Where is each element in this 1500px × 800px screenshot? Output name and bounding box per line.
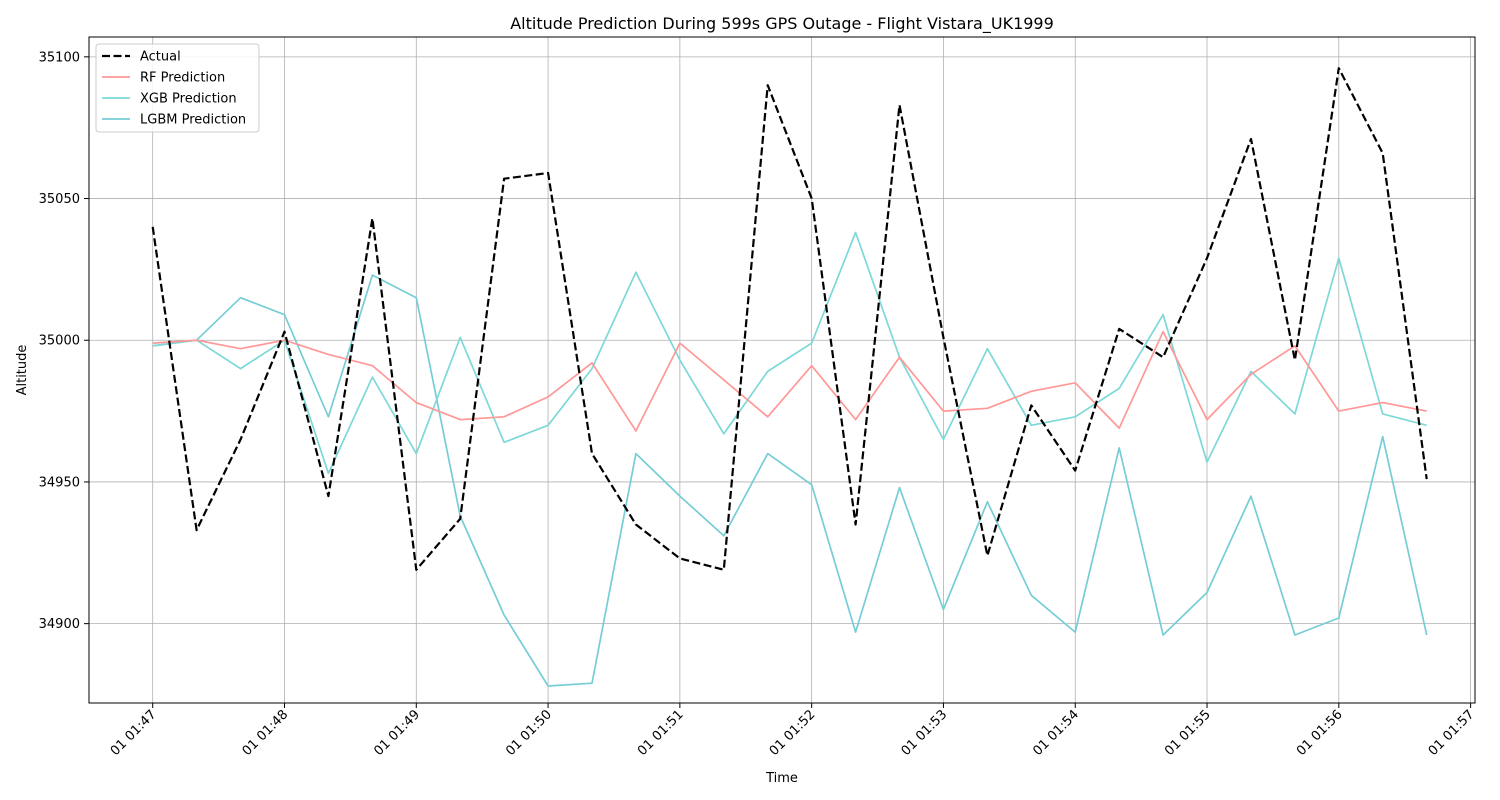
x-tick-label: 01 01:52: [767, 707, 819, 759]
x-tick-label: 01 01:49: [371, 707, 423, 759]
legend-label: Actual: [140, 50, 181, 65]
series-line-xgb-prediction: [152, 231, 1427, 475]
y-tick-label: 35100: [39, 50, 80, 65]
x-tick-label: 01 01:55: [1162, 707, 1214, 759]
x-tick-label: 01 01:54: [1030, 707, 1082, 759]
y-tick-label: 35050: [39, 192, 80, 207]
y-tick-label: 34900: [39, 617, 80, 632]
x-tick-label: 01 01:57: [1426, 707, 1478, 759]
x-tick-label: 01 01:48: [240, 707, 292, 759]
x-tick-label: 01 01:56: [1294, 707, 1346, 759]
chart-title: Altitude Prediction During 599s GPS Outa…: [510, 14, 1054, 34]
y-tick-label: 35000: [39, 334, 80, 349]
x-tick-label: 01 01:53: [899, 707, 951, 759]
x-tick-label: 01 01:50: [503, 707, 555, 759]
legend-label: XGB Prediction: [140, 92, 237, 107]
grid: [89, 37, 1475, 703]
legend-label: RF Prediction: [140, 71, 225, 86]
y-axis-label: Altitude: [15, 345, 30, 396]
x-tick-label: 01 01:47: [108, 707, 160, 759]
y-tick-label: 34950: [39, 475, 80, 490]
plot-series: [151, 67, 1428, 687]
legend-label: LGBM Prediction: [140, 113, 246, 128]
plot-frame: [88, 36, 1476, 704]
x-tick-label: 01 01:51: [635, 707, 687, 759]
series-line-lgbm-prediction: [152, 274, 1428, 687]
x-axis-label: Time: [765, 771, 798, 786]
legend-box: [95, 43, 260, 133]
series-line-rf-prediction: [152, 330, 1427, 432]
legend: Actual RF Prediction XGB Prediction LGBM Pr…: [95, 43, 260, 133]
series-line-actual: [151, 67, 1428, 571]
